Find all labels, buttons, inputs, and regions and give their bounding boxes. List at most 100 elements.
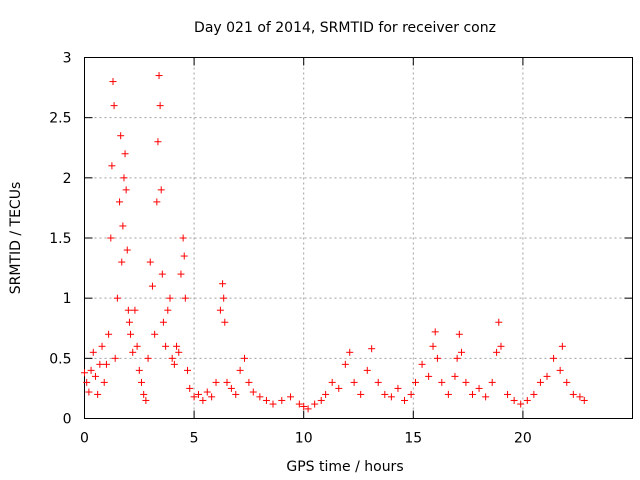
data-point xyxy=(85,388,93,396)
data-point xyxy=(153,198,161,206)
data-point xyxy=(219,280,227,288)
data-point xyxy=(401,396,409,404)
data-point xyxy=(89,348,97,356)
data-point xyxy=(144,354,152,362)
x-axis-label: GPS time / hours xyxy=(286,459,403,475)
data-point xyxy=(142,396,150,404)
data-point xyxy=(166,294,174,302)
data-point xyxy=(425,372,433,380)
data-point xyxy=(133,342,141,350)
data-point xyxy=(580,396,588,404)
data-point xyxy=(295,400,303,408)
data-point xyxy=(117,132,125,140)
data-point xyxy=(262,396,270,404)
data-point xyxy=(387,393,395,401)
data-point xyxy=(135,366,143,374)
data-point xyxy=(227,384,235,392)
data-point xyxy=(157,186,165,194)
y-tick-label: 0.5 xyxy=(49,351,71,367)
data-point xyxy=(431,328,439,336)
data-point xyxy=(164,306,172,314)
data-point xyxy=(563,378,571,386)
x-tick-label: 0 xyxy=(80,431,89,447)
data-point xyxy=(249,388,257,396)
data-point xyxy=(220,294,228,302)
data-point xyxy=(156,102,164,110)
data-point xyxy=(109,78,117,86)
data-point xyxy=(94,390,102,398)
data-point xyxy=(517,400,525,408)
data-point xyxy=(179,234,187,242)
data-point xyxy=(125,318,133,326)
data-point xyxy=(317,396,325,404)
data-point xyxy=(455,330,463,338)
data-point xyxy=(488,378,496,386)
data-point xyxy=(173,342,181,350)
x-tick-label: 15 xyxy=(404,431,422,447)
axis-ticks: 0 0.5 1 1.5 2 2.5 3 0 5 10 15 20 xyxy=(49,51,633,447)
data-point xyxy=(300,402,308,410)
x-tick-label: 5 xyxy=(190,431,199,447)
y-tick-label: 0 xyxy=(63,412,72,428)
data-point xyxy=(184,366,192,374)
data-point xyxy=(368,345,376,353)
data-point xyxy=(190,393,198,401)
data-point xyxy=(433,354,441,362)
data-point xyxy=(146,258,154,266)
data-point xyxy=(335,384,343,392)
data-point xyxy=(558,342,566,350)
data-point xyxy=(119,222,127,230)
data-point xyxy=(162,342,170,350)
data-point xyxy=(576,393,584,401)
data-point xyxy=(108,162,116,170)
data-point xyxy=(177,270,185,278)
data-point xyxy=(497,342,505,350)
data-point xyxy=(341,360,349,368)
data-point xyxy=(194,390,202,398)
data-point xyxy=(186,384,194,392)
data-point xyxy=(462,378,470,386)
data-point xyxy=(241,354,249,362)
data-point xyxy=(96,360,104,368)
data-point xyxy=(453,354,461,362)
data-point xyxy=(429,342,437,350)
data-point xyxy=(124,306,132,314)
data-point xyxy=(107,234,115,242)
data-point xyxy=(129,348,137,356)
data-point xyxy=(212,378,220,386)
data-point xyxy=(504,390,512,398)
data-point xyxy=(381,390,389,398)
data-point xyxy=(155,72,163,80)
data-point xyxy=(482,393,490,401)
data-point xyxy=(468,390,476,398)
data-point xyxy=(495,318,503,326)
data-point xyxy=(175,348,183,356)
x-tick-label: 20 xyxy=(514,431,532,447)
data-point xyxy=(322,390,330,398)
data-point xyxy=(245,378,253,386)
data-point xyxy=(536,378,544,386)
data-point xyxy=(216,306,224,314)
data-point xyxy=(118,258,126,266)
data-point xyxy=(140,390,148,398)
data-point xyxy=(208,393,216,401)
data-point xyxy=(116,198,124,206)
data-point xyxy=(127,330,135,338)
data-point xyxy=(154,138,162,146)
data-point xyxy=(181,294,189,302)
y-tick-label: 2 xyxy=(63,171,72,187)
data-point xyxy=(111,354,119,362)
data-point xyxy=(110,102,118,110)
data-point xyxy=(223,378,231,386)
data-point xyxy=(475,384,483,392)
data-point xyxy=(121,150,129,158)
y-axis-label: SRMTID / TECUs xyxy=(8,182,24,295)
data-point xyxy=(100,378,108,386)
data-point xyxy=(236,366,244,374)
data-point xyxy=(83,378,91,386)
data-point xyxy=(523,396,531,404)
data-point xyxy=(123,246,131,254)
data-point xyxy=(328,378,336,386)
data-point xyxy=(269,400,277,408)
y-tick-label: 3 xyxy=(63,51,72,67)
